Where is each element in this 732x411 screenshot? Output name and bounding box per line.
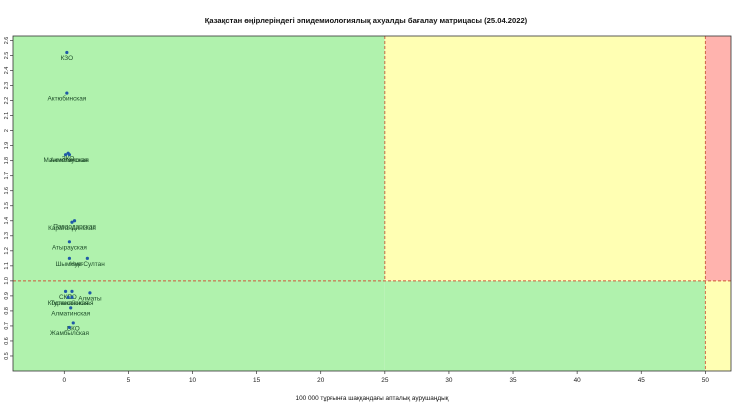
y-tick-label: 1.1 bbox=[4, 262, 10, 270]
point-label: СКО bbox=[59, 294, 72, 301]
y-tick-label: 1.3 bbox=[4, 232, 10, 240]
risk-zone-1 bbox=[384, 280, 706, 371]
y-axis: 0.5 0.6 0.7 0.8 0.9 1.0 1.1 1.2 1.3 1.4 1.5 1.6 1.7 1… bbox=[4, 37, 13, 360]
point-label: Мангистауская bbox=[43, 157, 88, 164]
risk-zone-0 bbox=[13, 36, 385, 371]
y-tick-label: 0.5 bbox=[4, 352, 10, 360]
point-label: Алматинская bbox=[51, 310, 91, 317]
point-label: ВКО bbox=[67, 325, 80, 332]
point-label: КЗО bbox=[61, 55, 73, 62]
x-tick-label: 15 bbox=[253, 377, 261, 384]
x-tick-label: 20 bbox=[317, 377, 325, 384]
chart-title: Қазақстан өңірлеріндегі эпидемиологиялық… bbox=[205, 16, 528, 25]
y-tick-label: 0.8 bbox=[4, 307, 10, 315]
data-point bbox=[70, 289, 74, 293]
data-point bbox=[70, 295, 74, 299]
x-tick-label: 30 bbox=[445, 377, 453, 384]
risk-zone-2 bbox=[384, 36, 706, 281]
point-label: Карагандинская bbox=[48, 225, 96, 232]
risk-zone-3 bbox=[705, 36, 731, 281]
point-label: ЗКО bbox=[62, 156, 75, 163]
point-label: Нур-Султан bbox=[70, 261, 105, 268]
x-tick-label: 10 bbox=[189, 377, 197, 384]
y-tick-label: 1.7 bbox=[4, 172, 10, 180]
point-label: Костанайская bbox=[48, 299, 89, 307]
data-points: КЗО Актюбинская ЗКОМангистаускаяАкмолинска… bbox=[43, 50, 105, 337]
risk-zone-4 bbox=[705, 280, 731, 371]
y-tick-label: 0.7 bbox=[4, 322, 10, 330]
point-label: Жамбылская bbox=[50, 329, 90, 337]
data-point bbox=[71, 321, 75, 325]
data-point bbox=[69, 306, 73, 310]
y-tick-label: 2.3 bbox=[4, 82, 10, 90]
y-tick-label: 2.1 bbox=[4, 112, 10, 120]
y-tick-label: 1.4 bbox=[4, 217, 10, 225]
threshold-lines bbox=[13, 36, 731, 371]
data-point bbox=[65, 91, 69, 95]
data-point bbox=[65, 50, 69, 55]
x-tick-label: 50 bbox=[702, 377, 710, 384]
point-label: Акмолинская bbox=[50, 157, 89, 164]
risk-zones bbox=[13, 36, 731, 371]
x-tick-label: 45 bbox=[638, 377, 646, 384]
x-tick-label: 0 bbox=[63, 377, 67, 384]
point-label: Туркестанская bbox=[51, 300, 94, 307]
plot-frame bbox=[12, 35, 732, 372]
data-point bbox=[85, 256, 89, 260]
y-tick-label: 2.5 bbox=[4, 52, 10, 60]
y-tick-label: 1.6 bbox=[4, 187, 10, 195]
x-tick-label: 35 bbox=[509, 377, 517, 384]
y-tick-label: 0.6 bbox=[4, 337, 10, 345]
data-point bbox=[67, 153, 72, 157]
x-tick-label: 40 bbox=[574, 377, 582, 384]
point-label: Атырауская bbox=[52, 244, 87, 251]
point-label: Алматы bbox=[78, 295, 102, 302]
y-tick-label: 1.2 bbox=[4, 247, 10, 255]
y-tick-label: 0.9 bbox=[4, 292, 10, 300]
y-tick-label: 1.8 bbox=[4, 157, 10, 165]
data-point bbox=[67, 240, 72, 244]
y-tick-label: 2.2 bbox=[4, 97, 10, 105]
y-tick-label: 2.4 bbox=[4, 67, 10, 75]
y-tick-label: 1.5 bbox=[4, 202, 10, 210]
data-point bbox=[63, 153, 68, 157]
x-axis-label: 100 000 тұрғынға шаққандағы апталық ауру… bbox=[296, 395, 449, 402]
data-point bbox=[67, 325, 72, 330]
data-point bbox=[67, 256, 72, 260]
data-point bbox=[70, 220, 74, 224]
data-point bbox=[66, 295, 70, 299]
data-point bbox=[88, 291, 92, 295]
x-tick-label: 25 bbox=[381, 377, 389, 384]
data-point bbox=[72, 219, 77, 223]
point-label: Шымкент bbox=[56, 261, 84, 268]
point-label: Павлодарская bbox=[53, 223, 96, 230]
data-point bbox=[63, 289, 68, 293]
y-tick-label: 1.0 bbox=[4, 277, 10, 285]
x-tick-label: 5 bbox=[127, 377, 131, 384]
y-tick-label: 2.6 bbox=[4, 37, 10, 45]
point-label: Актюбинская bbox=[47, 95, 86, 103]
y-tick-label: 2 bbox=[4, 129, 10, 132]
x-axis: 0 5 10 15 20 25 30 35 40 45 50 bbox=[63, 371, 710, 384]
y-tick-label: 1.9 bbox=[4, 142, 10, 150]
